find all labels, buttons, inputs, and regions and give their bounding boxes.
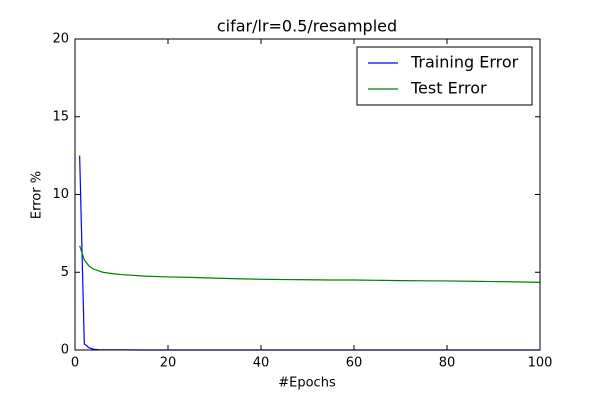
- y-tick-label: 20: [52, 32, 69, 47]
- x-tick-label: 20: [160, 356, 177, 371]
- x-tick-label: 60: [346, 356, 363, 371]
- x-tick-label: 0: [71, 356, 79, 371]
- legend-label: Test Error: [410, 79, 487, 98]
- x-tick-label: 100: [528, 356, 553, 371]
- plot-frame: [74, 38, 541, 351]
- data-line: [79, 245, 541, 283]
- x-tick-label: 40: [253, 356, 270, 371]
- y-axis-label: Error %: [30, 171, 45, 219]
- x-tick-label: 80: [439, 356, 456, 371]
- y-tick-label: 10: [52, 187, 69, 202]
- y-tick-label: 0: [61, 343, 69, 358]
- chart-title: cifar/lr=0.5/resampled: [217, 17, 397, 36]
- y-tick-label: 15: [52, 109, 69, 124]
- y-tick-label: 5: [61, 265, 69, 280]
- legend-box: [356, 46, 533, 106]
- legend-label: Training Error: [410, 53, 519, 72]
- x-axis-label: #Epochs: [278, 376, 336, 391]
